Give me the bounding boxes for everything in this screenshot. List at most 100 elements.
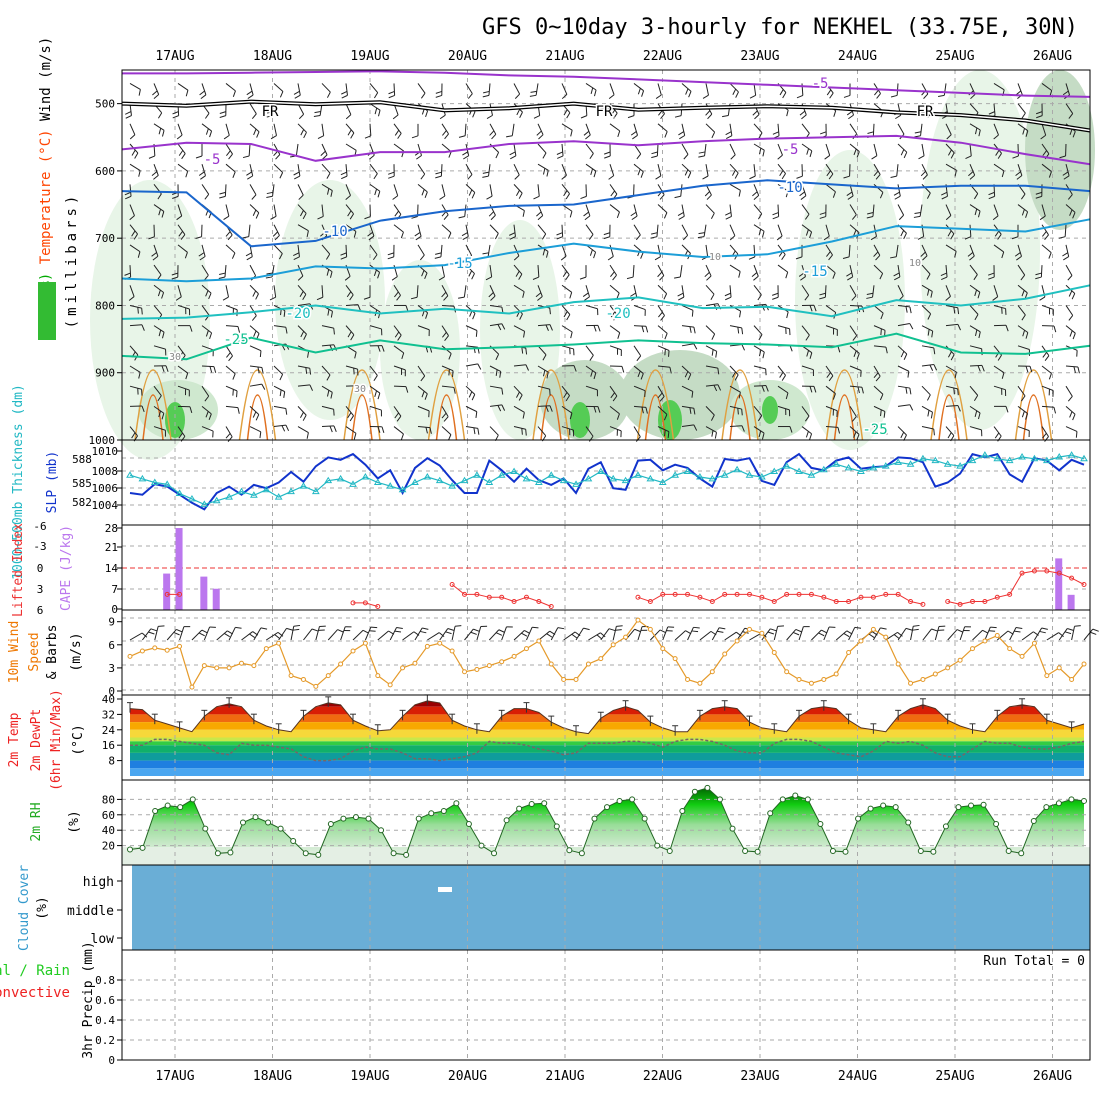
- wind-barb-flag: [161, 211, 165, 218]
- wind-barb: [1017, 345, 1030, 351]
- wind-barb: [801, 325, 810, 336]
- wind-barb: [177, 385, 190, 391]
- wind-barb-flag: [488, 292, 494, 298]
- wind-barb-flag: [252, 209, 257, 216]
- wind-barb-flag: [204, 194, 210, 200]
- wind-barb-flag: [724, 292, 731, 297]
- wind-barb: [465, 345, 478, 348]
- wind-barb-flag: [612, 274, 617, 281]
- wind-barb-flag: [128, 296, 135, 301]
- surface-wind-barb-flag: [362, 629, 369, 634]
- wind-barb: [897, 204, 905, 216]
- rh-marker: [767, 810, 774, 817]
- wind-barb-flag: [518, 192, 523, 199]
- wind-barb-flag: [880, 328, 882, 336]
- wind-barb-flag: [741, 409, 743, 416]
- wind-barb: [1041, 244, 1052, 254]
- wind-barb-flag: [1044, 355, 1050, 362]
- wind-barb-flag: [678, 215, 685, 220]
- wind-barb-flag: [538, 134, 544, 140]
- wind-barb: [681, 163, 692, 173]
- thickness-marker: [980, 451, 989, 458]
- wind-barb-flag: [537, 215, 544, 221]
- wind-barb: [345, 103, 352, 115]
- wind-barb: [297, 426, 309, 433]
- wind-barb: [753, 284, 762, 296]
- wind-barb-flag: [851, 214, 857, 220]
- wind-barb: [513, 284, 525, 293]
- wind-barb-flag: [930, 412, 933, 419]
- wind-barb: [321, 344, 334, 347]
- surface-wind-barb: [476, 626, 482, 641]
- thickness-marker: [497, 471, 506, 478]
- wind-barb-flag: [914, 131, 922, 134]
- wind-barb: [463, 285, 467, 298]
- wind-barb-flag: [161, 292, 165, 299]
- rh-marker: [917, 847, 924, 854]
- wind-barb: [729, 163, 739, 174]
- lifted-index-marker: [883, 591, 889, 597]
- wind-barb: [585, 143, 594, 154]
- wind-barb-flag: [757, 415, 763, 422]
- warm-isotherm: [435, 394, 458, 441]
- wind-barb-flag: [870, 236, 877, 241]
- wind-speed-marker: [350, 648, 356, 654]
- wind-barb-flag: [397, 334, 402, 341]
- wind-barb: [681, 365, 692, 375]
- wind-barb: [969, 123, 981, 131]
- wind-barb-flag: [973, 193, 979, 200]
- wind-barb-flag: [772, 212, 779, 216]
- wind-barb: [825, 244, 833, 256]
- wind-barb-flag: [178, 150, 184, 156]
- surface-wind-barb-flag: [693, 626, 700, 629]
- wind-barb-flag: [394, 331, 400, 338]
- wind-barb-flag: [1014, 252, 1021, 257]
- wind-barb: [201, 365, 215, 368]
- wind-barb: [777, 385, 789, 394]
- lifted-index-marker: [462, 591, 468, 597]
- wind-barb: [1065, 164, 1070, 176]
- wind-barb: [513, 244, 520, 257]
- isotherm-label: -20: [605, 306, 630, 322]
- wind-barb-flag: [828, 254, 833, 261]
- slp-tick-label: 1010: [92, 445, 119, 458]
- wind-barb: [321, 123, 325, 136]
- wind-barb: [321, 204, 324, 217]
- lifted-index-marker: [486, 594, 492, 600]
- wind-barb: [897, 426, 907, 436]
- wind-barb-flag: [541, 233, 547, 240]
- wind-barb-flag: [988, 195, 995, 200]
- wind-speed-marker: [895, 661, 901, 667]
- thickness-marker: [163, 480, 172, 487]
- wind-barb: [873, 264, 883, 274]
- wind-barb-flag: [856, 353, 860, 360]
- wind-barb-flag: [758, 334, 763, 341]
- wind-barb: [921, 284, 933, 292]
- wind-barb: [272, 103, 275, 116]
- wind-barb: [969, 224, 972, 237]
- warm-isotherm: [1014, 369, 1053, 441]
- cape-tick-label: 21: [105, 541, 118, 554]
- wind-barb-flag: [448, 369, 450, 376]
- wind-barb: [1041, 143, 1050, 155]
- wind-barb-flag: [837, 427, 841, 434]
- wind-barb-flag: [340, 252, 347, 256]
- wind-barb: [345, 284, 354, 296]
- wind-barb-flag: [691, 391, 694, 398]
- wind-barb: [633, 285, 638, 298]
- temperature-band: [130, 737, 1084, 742]
- wind-barb-flag: [570, 331, 573, 339]
- wind-barb-flag: [171, 276, 178, 280]
- thickness-marker: [534, 478, 543, 485]
- wind-barb: [537, 405, 551, 407]
- wind-barb-flag: [458, 296, 465, 299]
- warm-isotherm: [532, 369, 570, 441]
- wind-barb-flag: [141, 405, 145, 413]
- wind-barb-flag: [992, 296, 999, 301]
- rh-marker: [541, 800, 548, 807]
- wind-barb: [897, 304, 910, 308]
- wind-barb-flag: [933, 364, 938, 371]
- wind-speed-marker: [251, 663, 257, 669]
- wind-barb-flag: [885, 346, 888, 354]
